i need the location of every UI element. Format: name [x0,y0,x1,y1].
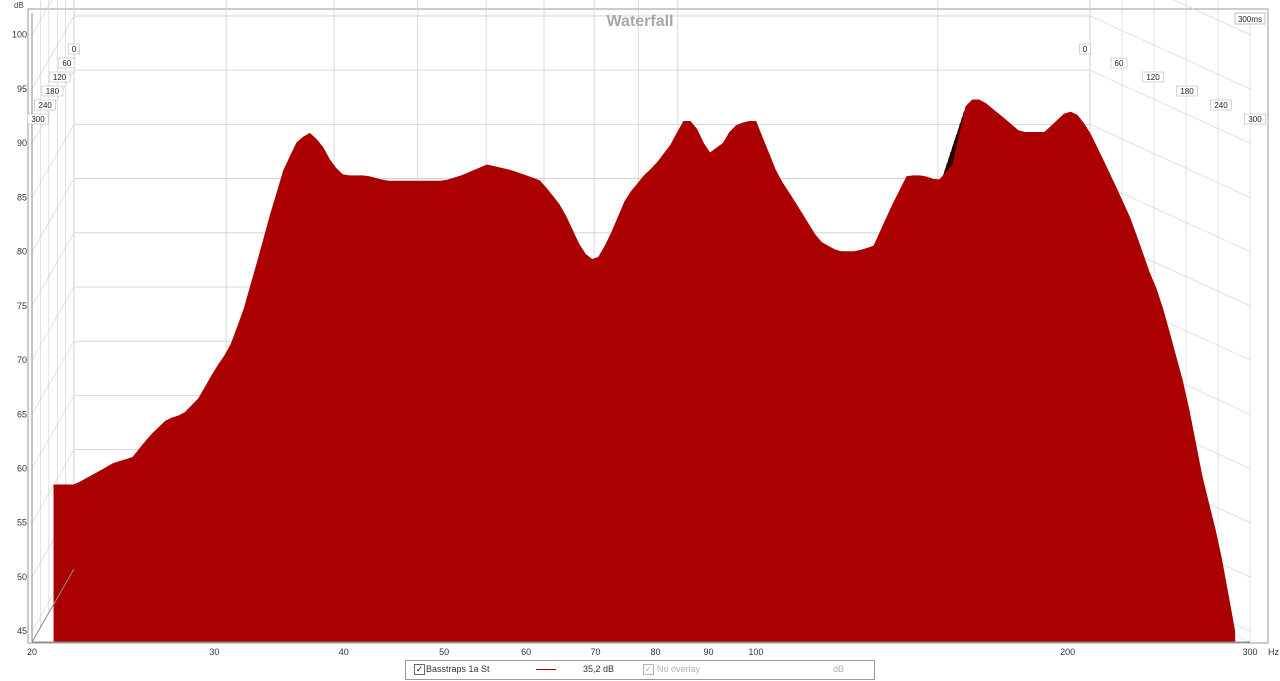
series-swatch [536,669,556,670]
x-tick-label: 100 [748,647,763,657]
y-tick-label: 95 [17,84,27,94]
side-wall-gridline [31,286,75,361]
y-tick-label: 75 [17,301,27,311]
series-label: Basstraps 1a St [426,664,490,674]
time-tick-label: 240 [34,99,57,111]
x-tick-label: 80 [651,647,661,657]
x-tick-label: 90 [703,647,713,657]
y-tick-label: 65 [17,409,27,419]
side-wall-gridline [1173,0,1251,35]
svg-text:0: 0 [1083,45,1088,54]
time-tick-label: 300 [1244,113,1266,125]
waterfall-slice [53,99,1236,643]
time-axis-line [31,568,75,643]
svg-text:180: 180 [46,87,60,96]
x-tick-label: 300 [1242,647,1257,657]
side-wall-gridline [1089,69,1251,144]
svg-text:240: 240 [39,101,53,110]
y-tick-label: 70 [17,355,27,365]
svg-text:120: 120 [53,73,67,82]
time-tick-label: 180 [1176,85,1198,97]
overlay-label: No overlay [657,664,701,674]
x-tick-label: 50 [439,647,449,657]
side-wall-gridline [31,0,53,35]
y-tick-label: 85 [17,192,27,202]
y-tick-label: 50 [17,572,27,582]
y-tick-label: 80 [17,247,27,257]
time-unit-badge: 300ms [1234,12,1266,25]
svg-text:60: 60 [1115,59,1124,68]
side-wall-gridline [31,341,75,415]
side-wall-gridline [1089,15,1251,90]
overlay-checkbox[interactable]: ✓ [643,664,654,675]
svg-text:180: 180 [1180,87,1194,96]
svg-text:300: 300 [31,115,45,124]
time-tick-label: 300 [27,113,49,125]
svg-text:60: 60 [62,59,71,68]
svg-text:120: 120 [1146,73,1160,82]
side-wall-gridline [31,15,75,90]
time-tick-label: 0 [1079,43,1091,55]
time-tick-label: 60 [1110,57,1128,69]
y-unit-label: dB [14,1,24,10]
chart-title: Waterfall [607,13,674,30]
legend-bar: ✓ Basstraps 1a St 35,2 dB ✓ No overlay d… [405,660,875,680]
overlay-unit: dB [833,664,845,674]
time-tick-label: 0 [68,43,80,55]
time-tick-label: 120 [1142,71,1164,83]
y-tick-label: 100 [12,30,27,40]
y-tick-label: 45 [17,626,27,636]
svg-text:300: 300 [1248,115,1262,124]
time-tick-label: 120 [48,71,71,83]
side-wall-gridline [31,232,75,306]
side-wall-gridline [1089,124,1251,198]
svg-text:240: 240 [1214,101,1228,110]
side-wall-gridline [31,395,75,469]
time-tick-label: 240 [1210,99,1232,111]
y-tick-label: 60 [17,463,27,473]
x-tick-label: 20 [27,647,37,657]
x-tick-label: 30 [209,647,219,657]
time-unit-label: 300ms [1238,15,1262,24]
series-checkbox[interactable]: ✓ [414,664,425,675]
side-wall-gridline [31,124,75,198]
side-wall-gridline [31,178,75,252]
y-tick-label: 55 [17,518,27,528]
x-tick-label: 70 [590,647,600,657]
x-unit-label: Hz [1268,647,1279,657]
x-tick-label: 40 [339,647,349,657]
time-tick-label: 180 [41,85,64,97]
series-value: 35,2 dB [583,664,615,674]
x-tick-label: 60 [521,647,531,657]
x-tick-label: 200 [1060,647,1075,657]
y-tick-label: 90 [17,138,27,148]
time-tick-label: 60 [58,57,76,69]
svg-text:0: 0 [72,45,77,54]
side-wall-gridline [31,449,75,523]
